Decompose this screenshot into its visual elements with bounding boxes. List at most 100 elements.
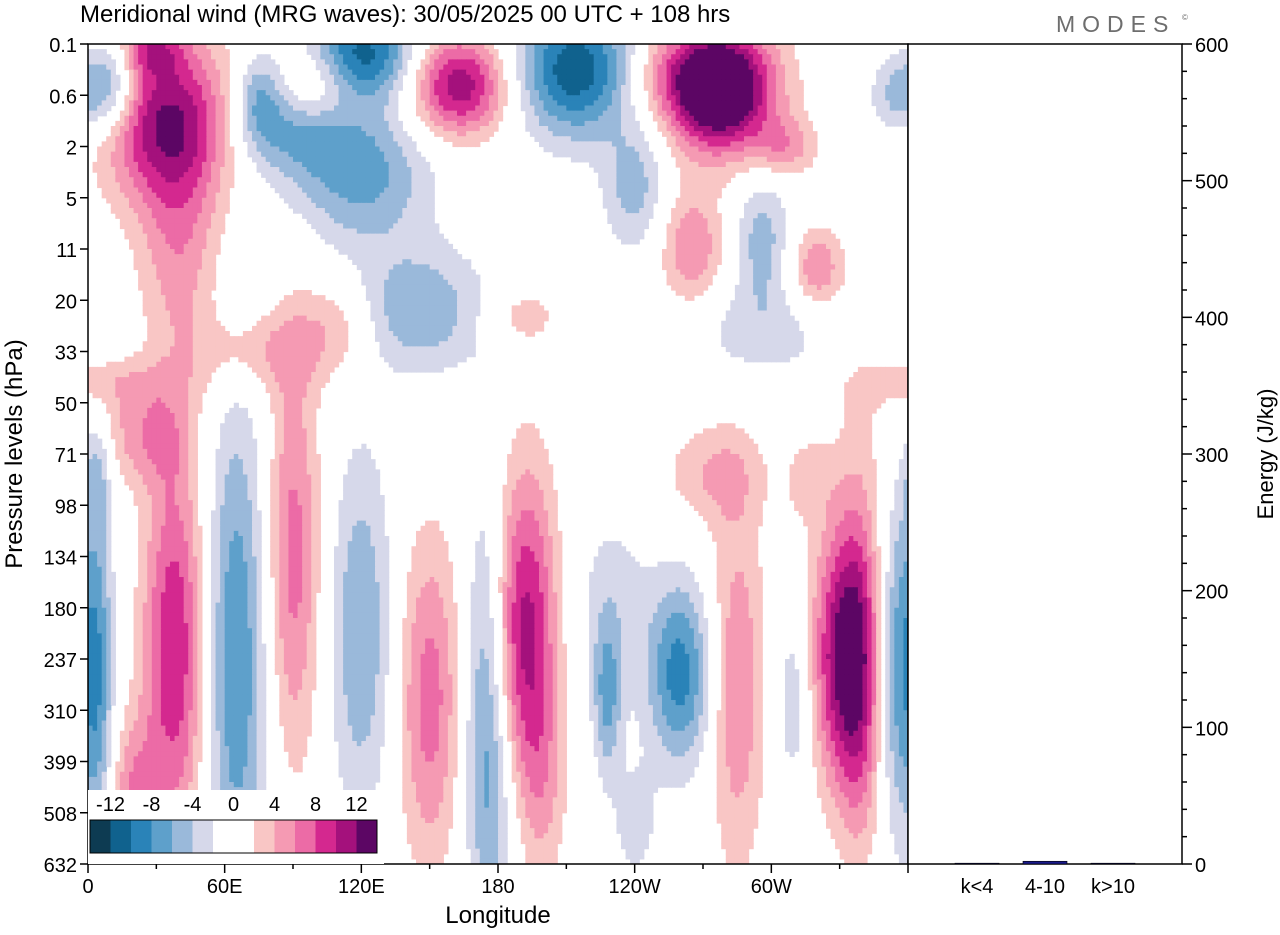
heatmap-cell (816, 269, 823, 276)
heatmap-cell (566, 126, 572, 132)
heatmap-cell (361, 59, 367, 66)
heatmap-cell (470, 269, 476, 276)
heatmap-cell (288, 146, 294, 153)
heatmap-cell (138, 131, 144, 137)
heatmap-cell (666, 105, 672, 112)
heatmap-cell (666, 223, 672, 230)
heatmap-cell (821, 243, 827, 250)
heatmap-cell (174, 115, 180, 122)
heatmap-cell (356, 264, 362, 271)
heatmap-cell (265, 105, 271, 112)
heatmap-cell (580, 146, 586, 153)
heatmap-cell (206, 59, 212, 66)
heatmap-cell (457, 120, 463, 127)
heatmap-cell (215, 167, 221, 173)
heatmap-cell (662, 115, 668, 122)
heatmap-cell (147, 177, 153, 183)
heatmap-cell (119, 177, 126, 183)
heatmap-cell (334, 197, 340, 204)
heatmap-cell (375, 243, 381, 250)
heatmap-cell (707, 151, 713, 158)
heatmap-cell (616, 223, 622, 230)
heatmap-cell (703, 146, 709, 153)
heatmap-cell (170, 146, 176, 153)
heatmap-cell (211, 243, 217, 250)
heatmap-cell (147, 254, 153, 260)
heatmap-cell (334, 100, 340, 107)
heatmap-cell (356, 218, 362, 224)
heatmap-cell (548, 115, 554, 122)
heatmap-cell (880, 85, 886, 91)
heatmap-cell (785, 54, 791, 60)
heatmap-cell (288, 110, 294, 117)
heatmap-cell (621, 74, 627, 81)
heatmap-cell (488, 74, 495, 81)
heatmap-cell (379, 264, 385, 271)
heatmap-cell (165, 59, 171, 66)
heatmap-cell (539, 115, 545, 122)
heatmap-cell (570, 69, 577, 76)
heatmap-cell (119, 156, 126, 163)
heatmap-cell (698, 254, 704, 260)
heatmap-cell (311, 223, 317, 230)
heatmap-cell (557, 54, 563, 60)
heatmap-cell (575, 115, 581, 122)
heatmap-cell (753, 59, 759, 66)
heatmap-cell (352, 202, 358, 209)
heatmap-cell (142, 254, 148, 260)
heatmap-cell (780, 120, 786, 127)
heatmap-cell (338, 243, 344, 250)
heatmap-cell (179, 90, 185, 96)
heatmap-cell (493, 110, 499, 117)
heatmap-cell (543, 64, 549, 71)
heatmap-cell (338, 79, 344, 86)
heatmap-cell (461, 264, 467, 271)
heatmap-cell (798, 156, 804, 163)
heatmap-cell (129, 115, 135, 122)
heatmap-cell (110, 79, 116, 86)
heatmap-cell (129, 172, 135, 178)
heatmap-cell (265, 90, 271, 96)
heatmap-cell (119, 44, 126, 50)
heatmap-cell (183, 156, 189, 163)
heatmap-cell (429, 69, 435, 76)
heatmap-cell (566, 151, 572, 158)
heatmap-cell (693, 249, 700, 255)
heatmap-cell (142, 110, 148, 117)
heatmap-cell (224, 141, 230, 148)
heatmap-cell (425, 187, 431, 194)
heatmap-cell (712, 249, 718, 255)
heatmap-cell (721, 95, 727, 101)
heatmap-cell (388, 136, 394, 142)
heatmap-cell (197, 167, 203, 173)
heatmap-cell (775, 131, 782, 137)
heatmap-cell (147, 243, 153, 250)
heatmap-cell (757, 254, 763, 260)
heatmap-cell (775, 254, 782, 260)
heatmap-cell (165, 156, 171, 163)
heatmap-cell (288, 131, 294, 137)
heatmap-cell (224, 136, 230, 142)
heatmap-cell (693, 146, 700, 153)
heatmap-cell (443, 64, 449, 71)
heatmap-cell (498, 100, 504, 107)
heatmap-cell (830, 269, 836, 276)
heatmap-cell (151, 74, 157, 81)
heatmap-cell (133, 146, 139, 153)
heatmap-cell (812, 146, 818, 153)
heatmap-cell (903, 69, 908, 76)
heatmap-cell (525, 95, 531, 101)
heatmap-cell (379, 187, 385, 194)
heatmap-cell (639, 197, 645, 204)
heatmap-cell (771, 264, 777, 271)
heatmap-cell (616, 131, 622, 137)
heatmap-cell (297, 177, 303, 183)
heatmap-cell (160, 167, 167, 173)
heatmap-cell (707, 141, 713, 148)
heatmap-cell (684, 249, 690, 255)
heatmap-cell (375, 177, 381, 183)
heatmap-cell (411, 187, 417, 194)
heatmap-cell (894, 95, 900, 101)
heatmap-cell (147, 192, 153, 199)
heatmap-cell (725, 167, 731, 173)
